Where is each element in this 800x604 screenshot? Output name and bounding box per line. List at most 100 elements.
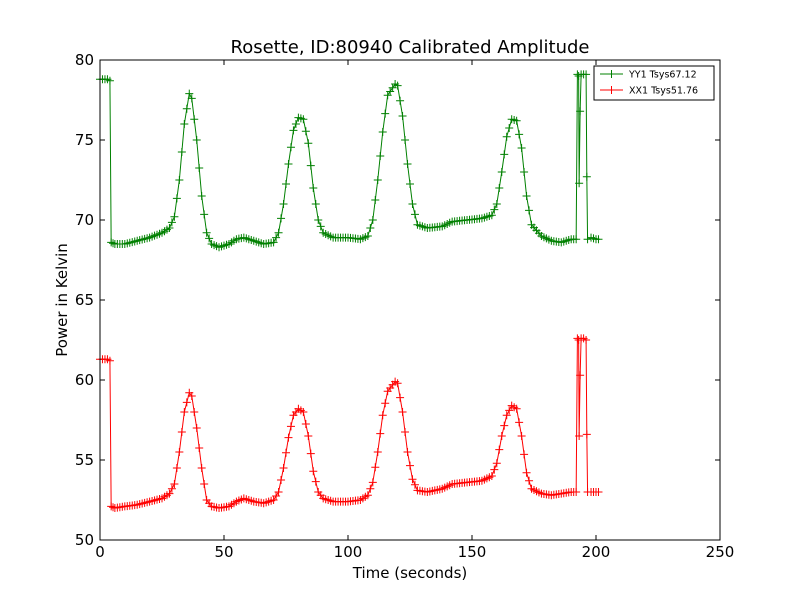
data-point-marker (381, 109, 390, 118)
data-point-marker (520, 450, 529, 459)
data-point-marker (572, 235, 581, 244)
data-point-marker (582, 430, 591, 439)
data-point-marker (502, 132, 511, 141)
data-point-marker (505, 124, 514, 132)
data-point-marker (393, 81, 402, 90)
legend-label: XX1 Tsys51.76 (629, 86, 698, 97)
data-point-marker (490, 205, 499, 214)
data-point-marker (572, 488, 581, 496)
data-point-marker (282, 180, 290, 188)
data-point-marker (107, 238, 116, 247)
data-point-marker (497, 168, 506, 176)
y-tick-label: 65 (75, 291, 94, 309)
data-point-marker (187, 94, 196, 103)
data-point-marker (187, 392, 196, 400)
data-point-marker (175, 448, 184, 456)
data-point-marker (381, 399, 390, 408)
y-tick-label: 75 (75, 131, 94, 149)
data-point-marker (371, 463, 380, 472)
data-point-marker (515, 418, 524, 427)
data-point-marker (301, 420, 310, 428)
y-tick-label: 60 (75, 371, 94, 389)
x-tick-label: 200 (582, 543, 611, 561)
data-point-marker (167, 484, 176, 493)
x-tick-label: 0 (95, 543, 105, 561)
legend-label: YY1 Tsys67.12 (628, 70, 697, 81)
data-point-marker (575, 179, 584, 188)
data-point-marker (306, 449, 315, 458)
data-point-marker (525, 476, 534, 485)
data-point-marker (515, 130, 524, 139)
data-point-marker (490, 465, 499, 474)
data-point-marker (373, 448, 382, 456)
data-point-marker (378, 128, 387, 136)
data-point-marker (401, 428, 410, 436)
data-point-marker (500, 421, 509, 430)
x-tick-label: 250 (706, 543, 735, 561)
data-point-marker (396, 96, 405, 105)
data-point-marker (195, 444, 204, 452)
data-point-marker (299, 115, 308, 124)
data-point-marker (311, 200, 320, 208)
data-point-marker (492, 200, 501, 208)
data-point-marker (517, 432, 526, 440)
data-point-marker (522, 468, 531, 477)
data-point-marker (107, 502, 116, 511)
legend-swatch-marker (607, 86, 616, 94)
data-point-marker (170, 212, 179, 221)
data-point-marker (175, 176, 184, 184)
y-tick-label: 55 (75, 451, 94, 469)
data-point-marker (401, 136, 410, 144)
data-point-marker (520, 168, 529, 176)
data-point-marker (505, 406, 514, 415)
data-point-marker (304, 432, 313, 440)
data-point-marker (289, 126, 298, 135)
data-point-marker (185, 89, 194, 98)
data-point-marker (177, 428, 186, 436)
data-point-marker (200, 480, 209, 488)
series-line (100, 72, 599, 248)
data-point-marker (582, 70, 591, 79)
data-point-marker (167, 218, 176, 227)
data-point-marker (311, 477, 320, 486)
data-point-marker (282, 448, 290, 457)
data-point-marker (408, 475, 417, 484)
data-point-marker (291, 120, 300, 128)
data-point-marker (576, 107, 585, 116)
data-point-marker (177, 148, 186, 156)
y-tick-label: 70 (75, 211, 94, 229)
data-point-marker (393, 379, 402, 388)
data-point-marker (192, 424, 201, 432)
data-point-marker (284, 433, 293, 442)
data-point-marker (403, 160, 412, 168)
y-tick-label: 80 (75, 51, 94, 69)
data-point-marker (408, 200, 417, 208)
data-point-marker (575, 432, 584, 440)
data-point-marker (495, 445, 504, 454)
data-point-marker (205, 234, 214, 243)
data-point-marker (373, 176, 382, 184)
x-tick-label: 150 (458, 543, 487, 561)
data-point-marker (192, 136, 201, 144)
data-point-marker (406, 180, 414, 188)
data-point-marker (576, 371, 585, 380)
data-point-marker (368, 478, 377, 487)
data-point-marker (170, 480, 179, 488)
data-point-marker (202, 228, 211, 237)
data-point-marker (272, 233, 281, 242)
data-point-marker (301, 127, 310, 136)
data-point-marker (279, 464, 288, 472)
data-point-marker (180, 120, 189, 128)
data-point-marker (363, 232, 372, 240)
data-point-marker (376, 429, 385, 438)
data-point-marker (487, 211, 496, 220)
legend: YY1 Tsys67.12 XX1 Tsys51.76 (593, 65, 715, 101)
data-point-marker (583, 235, 592, 244)
data-point-marker (279, 200, 288, 208)
legend-box (593, 65, 715, 101)
data-point-marker (190, 408, 199, 416)
legend-swatch-marker (607, 70, 616, 78)
x-tick-label: 100 (334, 543, 363, 561)
data-point-marker (274, 228, 283, 237)
